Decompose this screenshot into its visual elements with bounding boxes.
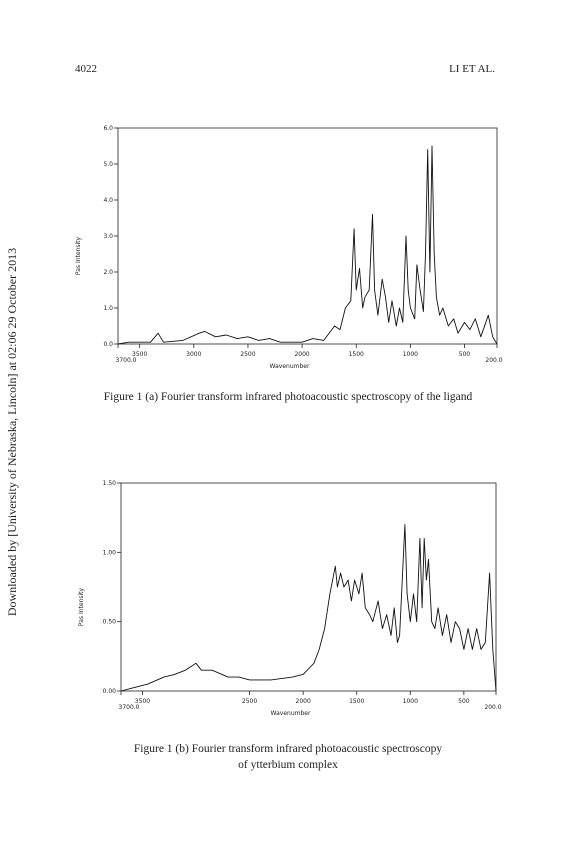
y-tick-label: 0.50 [103, 619, 117, 626]
y-axis-label: Pas Intensity [78, 587, 85, 626]
x-tick-label: 1000 [403, 351, 418, 358]
x-axis-label: Wavenumber [271, 710, 311, 717]
x-tick-label: 500 [458, 698, 470, 705]
x-tick-label: 2500 [240, 351, 255, 358]
y-axis-label: Pas Intensity [75, 236, 82, 275]
watermark: Downloaded by [University of Nebraska, L… [5, 248, 19, 616]
y-tick-label: 1.00 [103, 549, 117, 556]
y-tick-label: 1.50 [103, 480, 117, 487]
figure-caption: Figure 1 (a) Fourier transform infrared … [104, 391, 473, 403]
y-tick-label: 5.0 [103, 161, 113, 168]
y-tick-label: 6.0 [103, 125, 113, 132]
x-tick-label: 2000 [294, 351, 309, 358]
y-tick-label: 3.0 [103, 233, 113, 240]
y-tick-label: 1.0 [103, 305, 113, 312]
running-head: LI ET AL. [449, 63, 495, 75]
figure-caption: of ytterbium complex [238, 759, 338, 771]
spectrum-line [120, 524, 497, 692]
y-tick-label: 0.00 [103, 688, 117, 695]
x-tick-label: 1000 [403, 698, 418, 705]
x-tick-label: 3500 [132, 351, 147, 358]
x-tick-label: 3700.0 [116, 357, 137, 364]
spectrum-line [117, 145, 498, 345]
plot-frame [120, 482, 497, 692]
y-tick-label: 4.0 [103, 197, 113, 204]
page-number: 4022 [75, 63, 97, 75]
x-tick-label: 2500 [242, 698, 257, 705]
x-tick-label: 200.0 [485, 357, 502, 364]
x-tick-label: 3000 [186, 351, 201, 358]
x-tick-label: 200.0 [484, 704, 501, 711]
y-tick-label: 2.0 [103, 269, 113, 276]
y-tick-label: 0.0 [103, 341, 113, 348]
x-tick-label: 2000 [296, 698, 311, 705]
x-tick-label: 500 [459, 351, 471, 358]
x-tick-label: 1500 [349, 351, 364, 358]
x-axis-label: Wavenumber [270, 363, 310, 370]
x-tick-label: 3500 [135, 698, 150, 705]
figure-caption: Figure 1 (b) Fourier transform infrared … [134, 743, 442, 755]
x-tick-label: 3700.0 [119, 704, 140, 711]
x-tick-label: 1500 [349, 698, 364, 705]
